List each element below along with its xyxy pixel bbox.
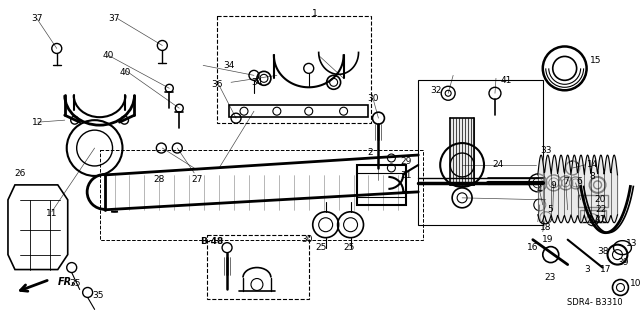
Text: 38: 38 (598, 247, 609, 256)
Text: 28: 28 (154, 175, 165, 184)
Bar (356, 165, 406, 205)
Bar (419, 80, 543, 225)
Text: 40: 40 (120, 68, 131, 77)
Text: 9: 9 (551, 182, 557, 190)
Text: 25: 25 (315, 243, 326, 252)
Text: B-48: B-48 (200, 237, 224, 246)
Text: 13: 13 (626, 239, 637, 248)
Text: 29: 29 (401, 158, 412, 167)
Text: 10: 10 (630, 279, 640, 288)
Text: 19: 19 (542, 235, 554, 244)
Text: 8: 8 (589, 173, 595, 182)
Text: 5: 5 (547, 205, 552, 214)
Text: 23: 23 (544, 273, 556, 282)
Text: FR.: FR. (58, 278, 76, 287)
Text: 41: 41 (500, 76, 511, 85)
Text: 40: 40 (103, 51, 115, 60)
Bar (578, 195, 607, 207)
Text: 35: 35 (69, 279, 81, 288)
Text: 14: 14 (587, 160, 598, 169)
Bar (207, 235, 308, 300)
Bar (229, 105, 369, 117)
Text: 24: 24 (492, 160, 504, 169)
Text: 22: 22 (595, 205, 606, 214)
Text: 33: 33 (540, 145, 552, 154)
Text: 3: 3 (585, 265, 591, 274)
Text: 7: 7 (563, 177, 568, 186)
Text: 27: 27 (191, 175, 203, 184)
Text: 15: 15 (590, 56, 602, 65)
Text: 36: 36 (211, 80, 223, 89)
Text: 17: 17 (600, 265, 611, 274)
Text: 31: 31 (401, 171, 412, 181)
Text: 6: 6 (577, 177, 582, 186)
Text: 12: 12 (32, 118, 44, 127)
Text: 34: 34 (223, 61, 235, 70)
Text: 20: 20 (595, 195, 606, 204)
Bar (580, 210, 605, 222)
Text: 21: 21 (595, 215, 606, 224)
Text: 4: 4 (537, 185, 543, 194)
Text: 11: 11 (46, 209, 58, 218)
Text: 26: 26 (14, 169, 26, 178)
Bar (217, 16, 371, 123)
Bar (100, 150, 423, 240)
Text: 1: 1 (312, 9, 317, 18)
Text: 16: 16 (527, 243, 539, 252)
Text: 37: 37 (109, 14, 120, 23)
Text: 18: 18 (540, 223, 552, 232)
Text: 32: 32 (431, 86, 442, 95)
Text: 39: 39 (618, 258, 629, 267)
Text: 2: 2 (367, 147, 373, 157)
Text: 37: 37 (31, 14, 43, 23)
Text: 30: 30 (301, 235, 312, 244)
Text: 25: 25 (343, 243, 355, 252)
Text: 35: 35 (92, 291, 103, 300)
Text: 30: 30 (368, 94, 380, 103)
Text: 34: 34 (252, 78, 262, 87)
Text: SDR4- B3310: SDR4- B3310 (567, 298, 623, 308)
